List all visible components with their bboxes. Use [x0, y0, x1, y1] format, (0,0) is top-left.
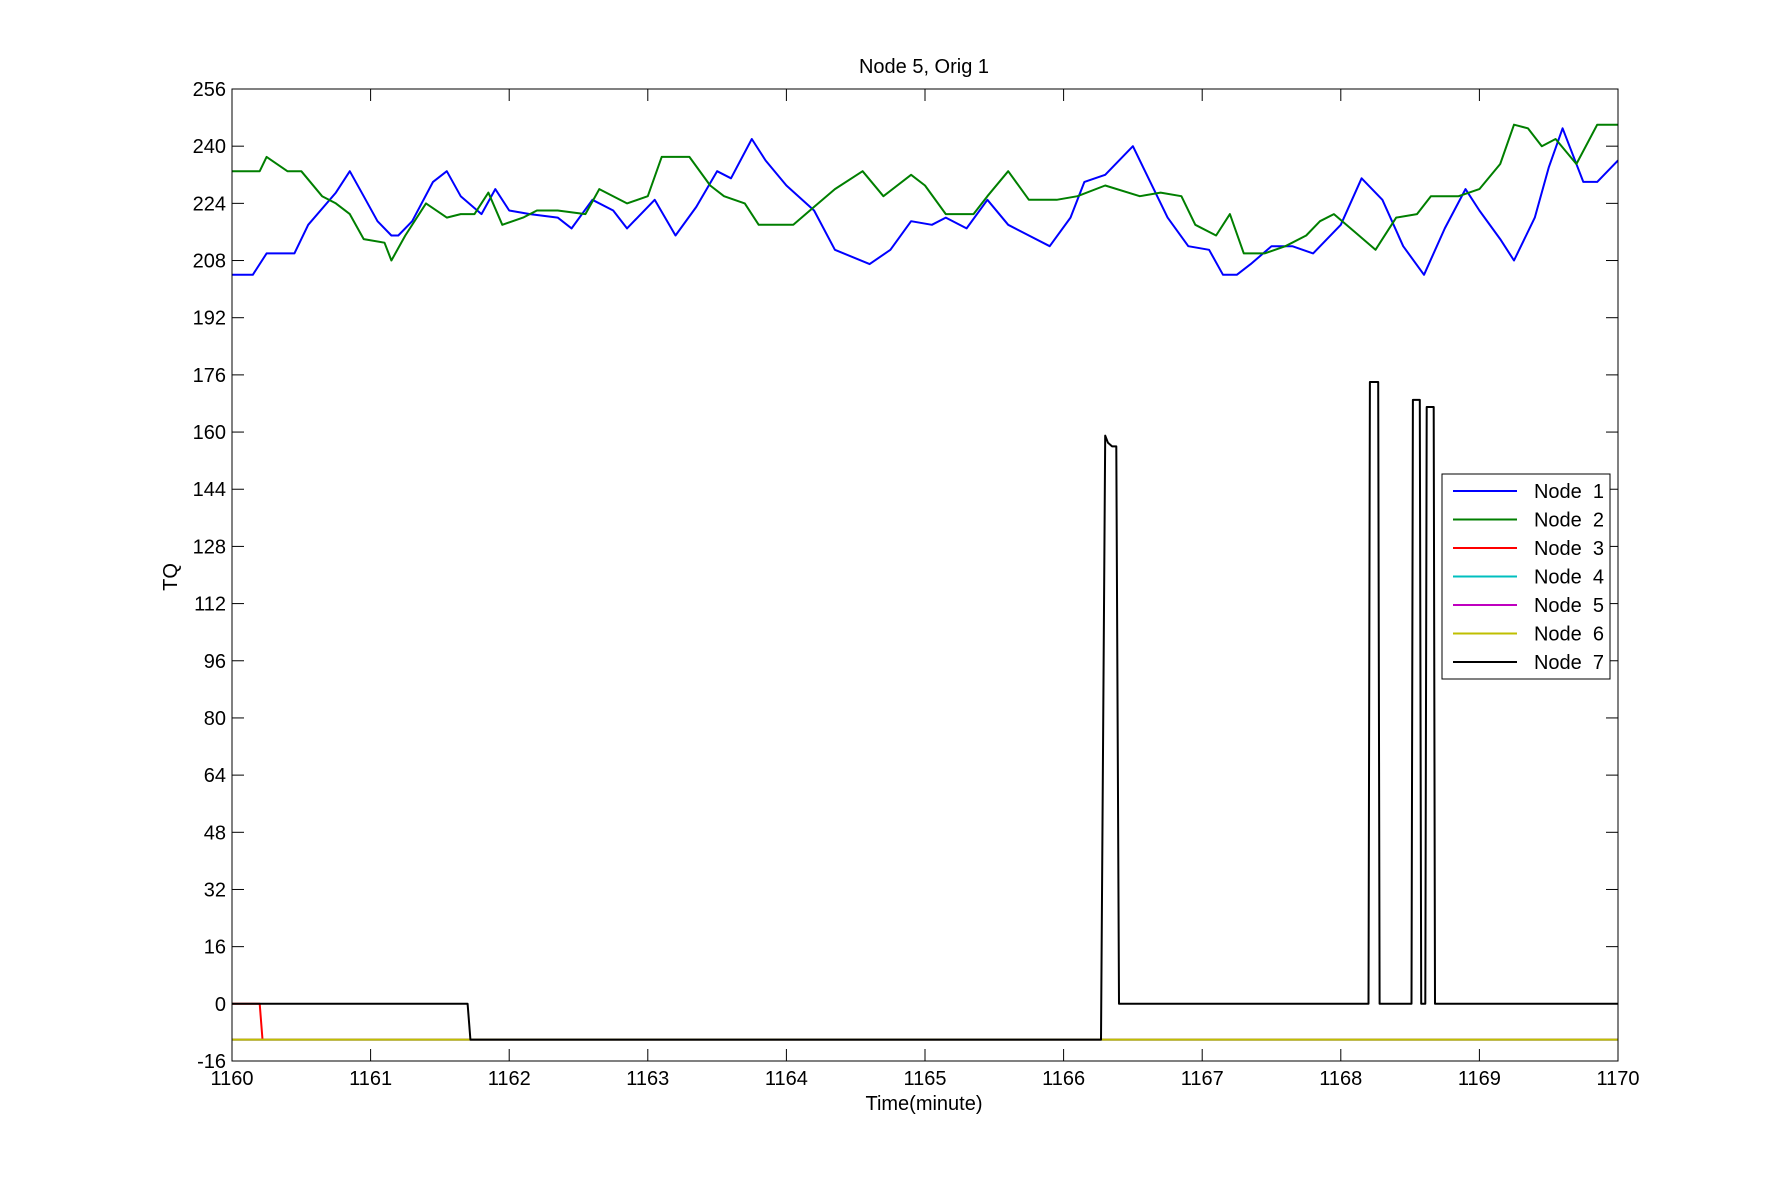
y-tick-label: 16 [204, 937, 226, 959]
x-tick-label: 1160 [210, 1068, 253, 1090]
y-axis-label: TQ [160, 563, 182, 591]
y-tick-label: 192 [193, 308, 226, 330]
y-tick-label: 112 [194, 594, 226, 616]
x-tick-label: 1166 [1042, 1068, 1085, 1090]
x-tick-label: 1163 [626, 1068, 669, 1090]
y-tick-label: 256 [193, 79, 226, 101]
y-tick-label: 32 [204, 879, 226, 901]
legend-label-node-6: Node 6 [1534, 624, 1604, 646]
y-tick-label: 144 [193, 479, 226, 501]
legend-label-node-7: Node 7 [1534, 652, 1604, 674]
legend-label-node-3: Node 3 [1534, 538, 1604, 560]
x-tick-label: 1161 [349, 1068, 392, 1090]
x-tick-label: 1164 [765, 1068, 808, 1090]
chart-title: Node 5, Orig 1 [859, 56, 989, 78]
y-tick-label: 240 [193, 136, 226, 158]
x-tick-label: 1162 [488, 1068, 531, 1090]
legend-label-node-2: Node 2 [1534, 510, 1604, 532]
series-line-node-2 [232, 123, 1618, 262]
y-tick-label: 176 [193, 365, 226, 387]
series-line-node-1 [232, 127, 1618, 276]
y-tick-label: -16 [197, 1051, 226, 1073]
legend-label-node-4: Node 4 [1534, 567, 1604, 589]
series-lines [232, 123, 1618, 1041]
legend-label-node-1: Node 1 [1534, 481, 1604, 503]
plot-area: 1160 1161 1162 1163 1164 1165 1166 1167 1168 1169… [193, 79, 1640, 1090]
y-tick-label: 160 [193, 422, 226, 444]
x-tick-label: 1169 [1458, 1068, 1501, 1090]
y-tick-label: 96 [204, 651, 226, 673]
x-tick-label: 1168 [1319, 1068, 1362, 1090]
y-tick-label: 224 [193, 193, 226, 215]
y-tick-label: 208 [193, 251, 226, 273]
y-tick-label: 48 [204, 822, 226, 844]
y-tick-label: 64 [204, 765, 226, 787]
legend: Node 1 Node 2 Node 3 Node 4 Node 5 Node 6 Node… [1441, 473, 1611, 680]
x-axis-label: Time(minute) [865, 1093, 982, 1115]
y-tick-label: 128 [193, 536, 226, 558]
x-tick-label: 1170 [1596, 1068, 1639, 1090]
plot-background [232, 89, 1618, 1061]
y-tick-label: 0 [215, 994, 226, 1016]
legend-label-node-5: Node 5 [1534, 595, 1604, 617]
y-tick-label: 80 [204, 708, 226, 730]
x-tick-label: 1167 [1181, 1068, 1224, 1090]
series-line-node-7 [232, 381, 1618, 1041]
x-tick-label: 1165 [903, 1068, 946, 1090]
